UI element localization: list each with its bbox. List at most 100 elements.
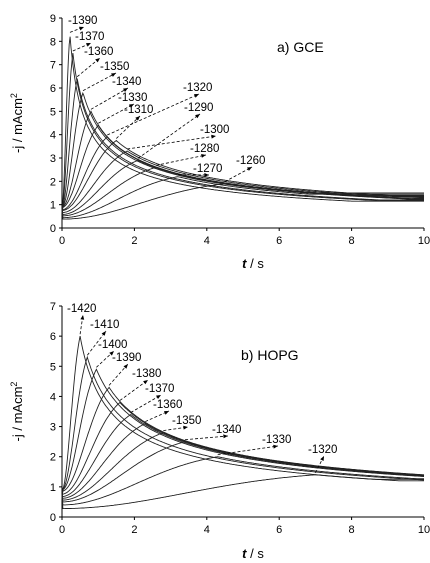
- series-line-m1400: [61, 368, 424, 498]
- potential-label: -1340: [212, 424, 241, 436]
- x-axis-label: t / s: [242, 546, 264, 561]
- potential-label: -1330: [118, 92, 147, 104]
- leader-line: [130, 394, 162, 413]
- panel-label: a) GCE: [277, 39, 324, 55]
- arrow-head: [80, 315, 85, 320]
- potential-label: -1370: [145, 383, 174, 395]
- arrow-head: [79, 26, 84, 31]
- series-line-m1260: [61, 183, 424, 220]
- leader-line: [107, 93, 200, 136]
- arrow-head: [183, 425, 188, 430]
- potential-label: -1330: [262, 434, 291, 446]
- series-line-m1320: [61, 474, 424, 510]
- y-axis-label: -j / mAcm2: [9, 382, 25, 442]
- y-tick-label: 2: [50, 452, 56, 464]
- leader-line: [217, 445, 279, 456]
- series-line-m1390: [61, 36, 424, 214]
- x-tick-label: 0: [59, 524, 65, 536]
- arrow-head: [86, 43, 91, 47]
- x-tick-label: 2: [131, 235, 137, 247]
- arrow-head: [156, 395, 161, 399]
- potential-label: -1390: [68, 15, 97, 27]
- y-tick-label: 3: [50, 422, 56, 434]
- y-tick-label: 7: [50, 301, 56, 313]
- y-tick-label: 0: [50, 512, 56, 524]
- x-axis-label: t / s: [242, 256, 264, 271]
- arrow-head: [320, 456, 324, 461]
- arrow-head: [247, 167, 252, 171]
- arrow-head: [195, 114, 200, 119]
- series-line-m1370: [61, 52, 424, 214]
- leader-line: [82, 72, 117, 92]
- series-line-m1370: [61, 413, 425, 498]
- x-tick-label: 4: [204, 524, 210, 536]
- potential-label: -1410: [90, 319, 119, 331]
- y-tick-label: 3: [50, 153, 56, 165]
- potential-label: -1390: [112, 352, 141, 364]
- y-axis-label: -j / mAcm2: [9, 93, 25, 153]
- series-line-m1270: [61, 176, 424, 219]
- series-line-m1330: [61, 456, 424, 506]
- x-tick-label: 6: [276, 235, 282, 247]
- leader-line: [87, 330, 107, 356]
- leader-line: [119, 379, 149, 401]
- arrow-head: [111, 73, 116, 77]
- arrow-head: [109, 351, 114, 356]
- leader-line: [156, 154, 207, 166]
- arrow-head: [123, 364, 128, 369]
- leader-line: [98, 103, 135, 124]
- arrow-head: [211, 134, 216, 139]
- chart-panel-a-gce: 0 1 2 3 4 5 6 7 8 9 0 2 4 6 8 10 t / s -j / mAcm2 a) GCE -1…: [9, 13, 430, 271]
- arrow-head: [273, 444, 278, 449]
- leader-line: [224, 166, 253, 183]
- y-tick-label: 6: [50, 331, 56, 343]
- arrow-head: [143, 380, 148, 385]
- series-line-m1340: [61, 441, 425, 503]
- x-tick-label: 10: [418, 524, 430, 536]
- x-tick-label: 4: [204, 235, 210, 247]
- y-tick-label: 8: [50, 36, 56, 48]
- y-tick-label: 0: [50, 223, 56, 235]
- arrow-head: [101, 331, 106, 336]
- potential-label: -1420: [67, 303, 96, 315]
- leader-line: [116, 115, 141, 139]
- series-line-m1300: [61, 150, 424, 214]
- y-tick-label: 4: [50, 391, 56, 403]
- y-tick-label: 6: [50, 83, 56, 95]
- arrow-head: [135, 116, 140, 121]
- series-line-m1410: [61, 355, 425, 498]
- potential-label: -1320: [183, 82, 212, 94]
- arrow-head: [164, 411, 169, 415]
- potential-label: -1320: [308, 444, 337, 456]
- potential-label: -1270: [193, 163, 222, 175]
- y-tick-label: 5: [50, 361, 56, 373]
- y-tick-label: 9: [50, 13, 56, 25]
- chart-panel-b-hopg: 0 1 2 3 4 5 6 7 0 2 4 6 8 10 t / s -j / mAcm2 b) HOPG -14…: [9, 301, 430, 561]
- potential-label: -1280: [190, 143, 219, 155]
- potential-label: -1310: [124, 104, 153, 116]
- x-tick-label: 10: [418, 235, 430, 247]
- y-tick-label: 4: [50, 130, 56, 142]
- potential-label: -1360: [153, 399, 182, 411]
- leader-line: [96, 350, 115, 368]
- arrow-head: [194, 94, 199, 98]
- x-tick-label: 8: [349, 235, 355, 247]
- arrow-head: [204, 173, 209, 177]
- x-tick-label: 6: [276, 524, 282, 536]
- series-line-m1390: [61, 386, 425, 497]
- potential-label: -1370: [75, 31, 104, 43]
- y-tick-label: 1: [50, 482, 56, 494]
- potential-label: -1290: [184, 102, 213, 114]
- arrow-head: [123, 88, 128, 92]
- potential-label: -1350: [100, 61, 129, 73]
- series-line-m1360: [61, 423, 425, 499]
- arrow-head: [201, 154, 206, 158]
- panel-label: b) HOPG: [241, 347, 299, 363]
- potential-label: -1260: [236, 155, 265, 167]
- potential-label: -1350: [172, 415, 201, 427]
- potential-label: -1380: [132, 368, 161, 380]
- potential-label: -1400: [98, 339, 127, 351]
- arrow-head: [129, 104, 134, 108]
- potential-label: -1300: [200, 124, 229, 136]
